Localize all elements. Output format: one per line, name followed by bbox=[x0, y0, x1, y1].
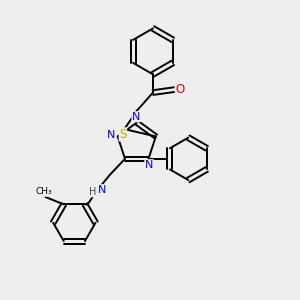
Text: N: N bbox=[132, 112, 140, 122]
Text: N: N bbox=[145, 160, 153, 170]
Text: N: N bbox=[107, 130, 116, 140]
Text: N: N bbox=[98, 185, 106, 195]
Text: O: O bbox=[176, 83, 185, 96]
Text: S: S bbox=[119, 128, 127, 141]
Text: H: H bbox=[89, 187, 97, 197]
Text: CH₃: CH₃ bbox=[36, 187, 52, 196]
